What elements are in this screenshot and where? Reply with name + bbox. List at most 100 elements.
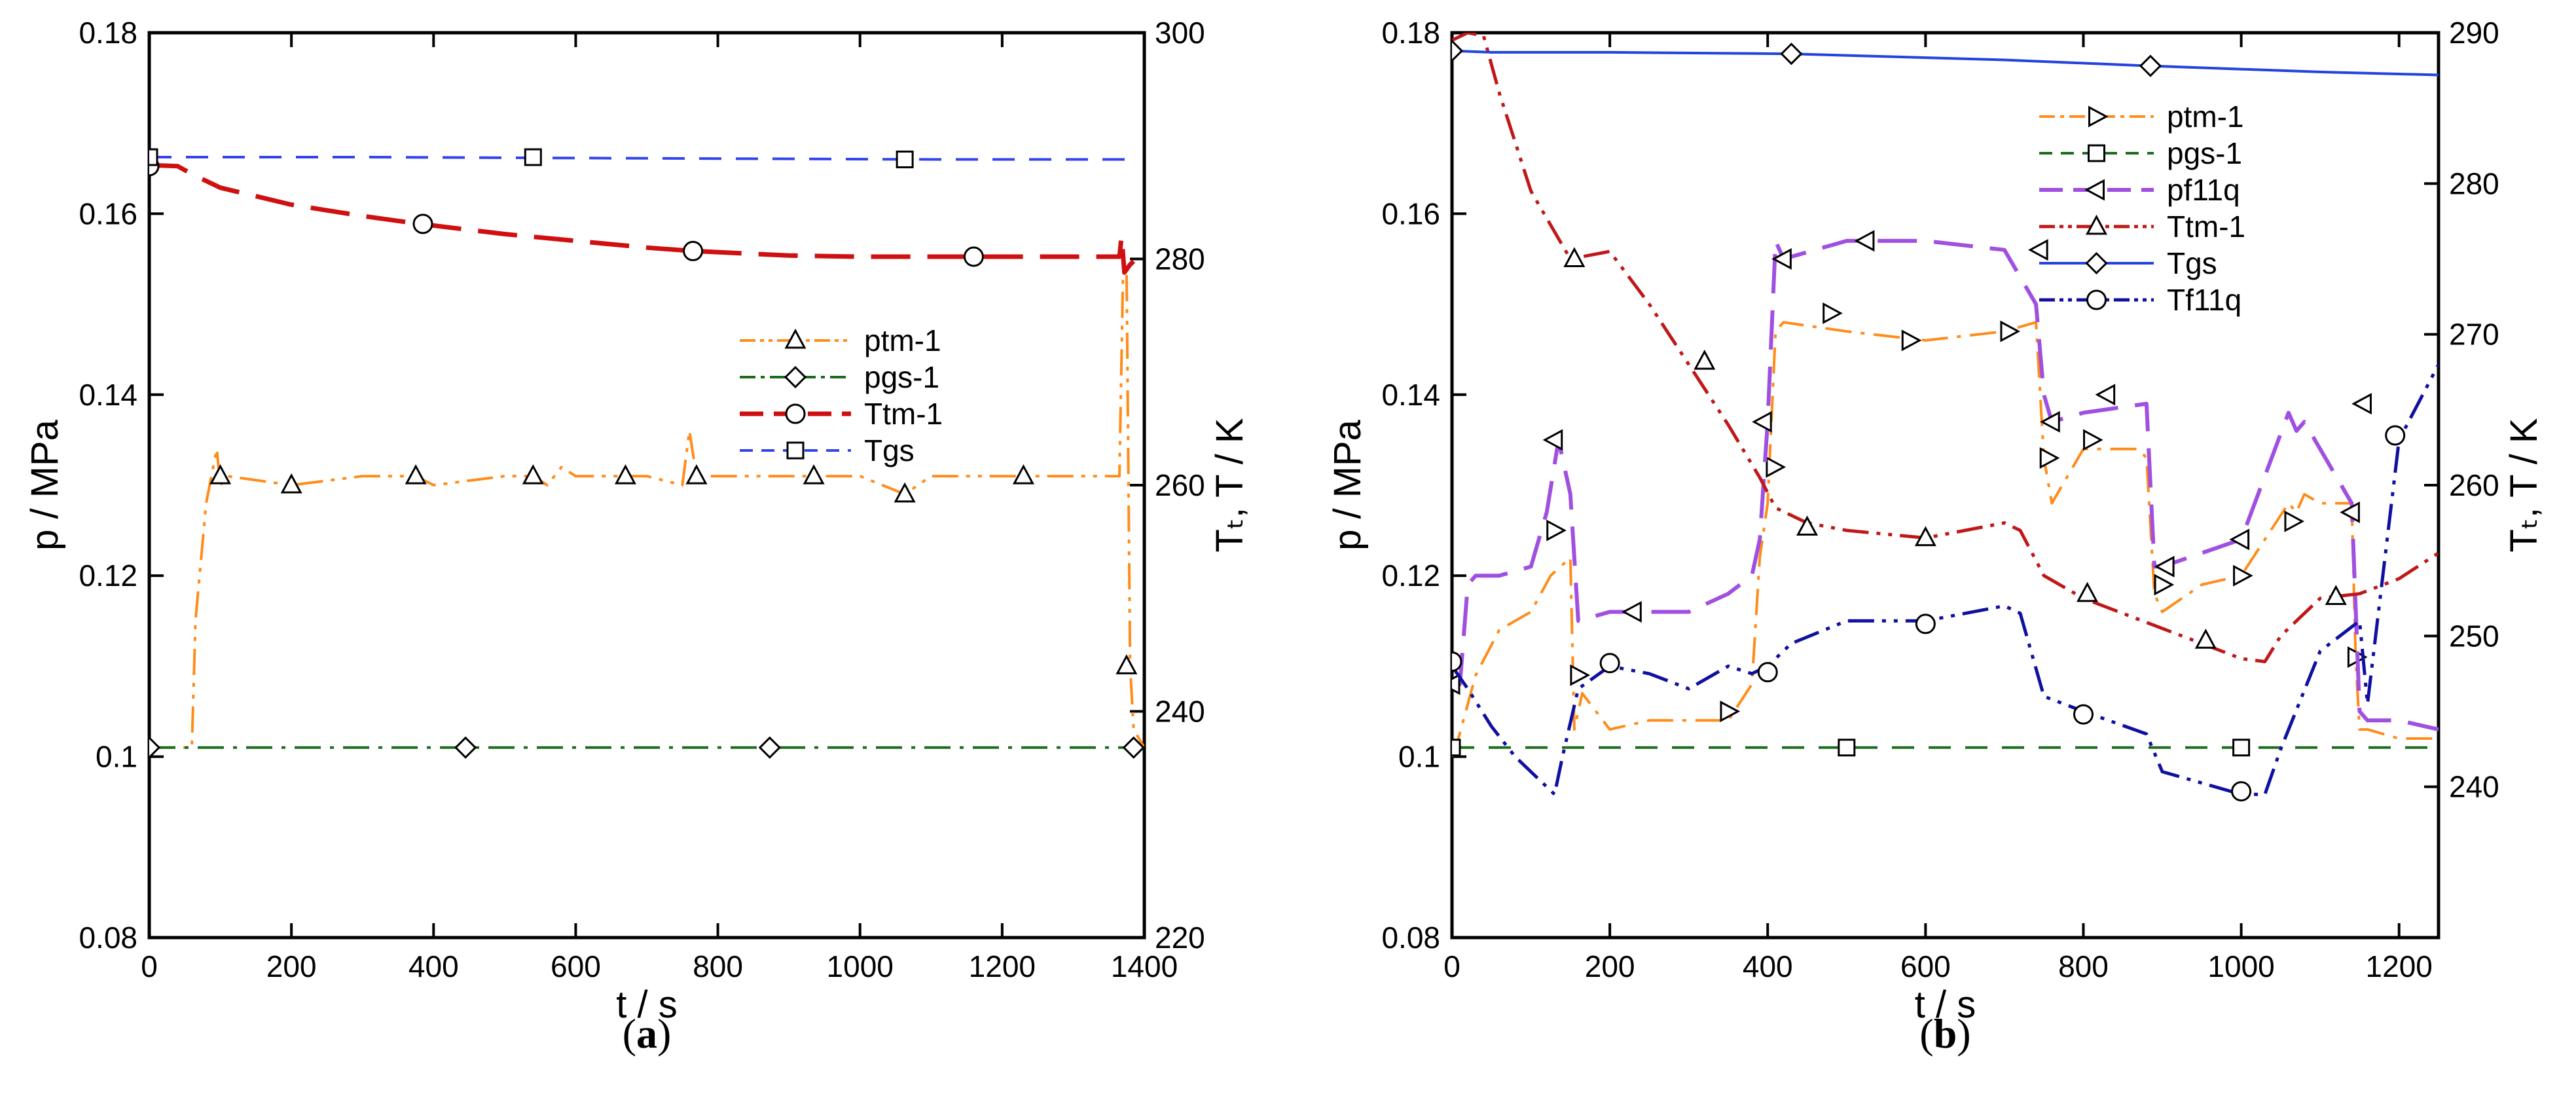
legend-label-Tgs: Tgs bbox=[2167, 246, 2217, 280]
series-marker-pf11q bbox=[1622, 600, 1642, 623]
series-marker-ptm-1 bbox=[405, 464, 427, 485]
y-right-tick-label: 280 bbox=[2449, 166, 2499, 200]
x-tick-label: 1200 bbox=[969, 949, 1036, 983]
y-left-tick-label: 0.18 bbox=[79, 16, 137, 50]
series-marker-pf11q bbox=[1452, 673, 1460, 695]
y-left-tick-label: 0.16 bbox=[79, 196, 137, 230]
series-marker-Ttm-1 bbox=[412, 213, 433, 234]
series-Tgs bbox=[149, 148, 1134, 168]
legend-marker-pgs-1 bbox=[2088, 144, 2105, 162]
series-line-ptm-1 bbox=[149, 266, 1144, 749]
panel-label: (b) bbox=[1919, 1010, 1970, 1057]
legend-label-pgs-1: pgs-1 bbox=[864, 360, 939, 394]
series-marker-pf11q bbox=[2154, 555, 2175, 577]
series-marker-Tgs bbox=[896, 150, 914, 168]
legend-marker-pgs-1 bbox=[784, 365, 807, 389]
series-marker-ptm-1 bbox=[1901, 329, 1922, 352]
series-marker-Tf11q bbox=[2385, 425, 2406, 446]
series-marker-ptm-1 bbox=[803, 464, 825, 485]
chart-panel-a: 0 200 400 600 800 1000 1200 1400 0.08 0.1 0.12 0.14… bbox=[24, 16, 1251, 1057]
series-Ttm-1 bbox=[149, 156, 1136, 275]
series-marker-ptm-1 bbox=[2154, 574, 2175, 596]
x-tick-label: 1000 bbox=[827, 949, 894, 983]
y-right-tick-label: 280 bbox=[1155, 242, 1205, 276]
y-right-tick-label: 300 bbox=[1155, 16, 1205, 50]
series-Tf11q bbox=[1452, 363, 2439, 802]
series-marker-ptm-1 bbox=[2284, 510, 2305, 532]
series-marker-Ttm-1 bbox=[963, 246, 984, 267]
series-marker-pf11q bbox=[2095, 384, 2116, 406]
y-right-tick-label: 240 bbox=[2449, 770, 2499, 804]
series-marker-pgs-1 bbox=[454, 736, 477, 759]
series-marker-Tgs bbox=[1780, 43, 1803, 65]
series-marker-Tf11q bbox=[2073, 704, 2094, 725]
x-tick-label: 0 bbox=[1443, 949, 1460, 983]
series-marker-pgs-1 bbox=[149, 736, 161, 759]
y-right-tick-label: 260 bbox=[1155, 468, 1205, 502]
series-marker-pf11q bbox=[2351, 393, 2372, 415]
series-marker-ptm-1 bbox=[522, 464, 544, 485]
legend-marker-Tf11q bbox=[2086, 289, 2107, 310]
series-marker-Ttm-1 bbox=[2076, 581, 2099, 602]
series-marker-Tgs bbox=[2139, 54, 2162, 77]
x-tick-label: 0 bbox=[141, 949, 158, 983]
series-marker-ptm-1 bbox=[614, 464, 636, 485]
series-marker-Ttm-1 bbox=[2325, 585, 2347, 605]
x-tick-label: 1400 bbox=[1111, 949, 1178, 983]
panel-letter: a bbox=[636, 1010, 657, 1057]
y-left-tick-label: 0.12 bbox=[79, 558, 137, 593]
panel-letter: b bbox=[1934, 1010, 1957, 1057]
x-tick-label: 200 bbox=[1585, 949, 1635, 983]
series-ptm-1 bbox=[149, 266, 1144, 749]
y-right-tick-label: 220 bbox=[1155, 921, 1205, 955]
y-right-tick-label: 250 bbox=[2449, 619, 2499, 653]
series-pf11q bbox=[1452, 230, 2439, 732]
y-right-tick-label: 270 bbox=[2449, 318, 2499, 352]
series-marker-Tgs bbox=[1452, 39, 1464, 62]
series-marker-Ttm-1 bbox=[1914, 526, 1936, 547]
legend-marker-Tgs bbox=[786, 441, 805, 460]
chart-panel-b: 0 200 400 600 800 1000 1200 0.08 0.1 0.12 0.14 0.16… bbox=[1326, 16, 2545, 1057]
series-marker-Tf11q bbox=[1915, 613, 1936, 634]
series-line-Ttm-1 bbox=[149, 162, 1136, 275]
plot-frame bbox=[1450, 31, 2440, 940]
legend-label-Ttm-1: Ttm-1 bbox=[864, 397, 943, 431]
series-marker-Tf11q bbox=[1452, 651, 1462, 672]
series-marker-ptm-1 bbox=[280, 473, 302, 494]
panel-paren-open: ( bbox=[623, 1010, 636, 1057]
x-tick-label: 400 bbox=[1743, 949, 1793, 983]
series-marker-ptm-1 bbox=[1720, 700, 1741, 723]
y-left-tick-label: 0.14 bbox=[1381, 378, 1440, 412]
series-line-Tf11q bbox=[1452, 363, 2439, 796]
x-tick-label: 200 bbox=[266, 949, 317, 983]
series-marker-Ttm-1 bbox=[1796, 515, 1819, 536]
series-marker-pgs-1 bbox=[1838, 739, 1856, 757]
x-tick-label: 600 bbox=[1900, 949, 1951, 983]
y-right-axis-title: Tₜ, T / K bbox=[2503, 418, 2545, 552]
x-tick-label: 800 bbox=[2058, 949, 2109, 983]
series-marker-pf11q bbox=[1542, 429, 1563, 451]
series-marker-Ttm-1 bbox=[2194, 629, 2217, 649]
series-marker-pf11q bbox=[1752, 411, 1772, 433]
series-marker-ptm-1 bbox=[1823, 302, 1843, 324]
series-marker-ptm-1 bbox=[1116, 654, 1138, 674]
series-marker-pf11q bbox=[2028, 239, 2048, 261]
series-marker-pf11q bbox=[2040, 411, 2060, 433]
legend-label-pgs-1: pgs-1 bbox=[2167, 136, 2242, 170]
legend-marker-Ttm-1 bbox=[2085, 214, 2108, 235]
series-marker-pgs-1 bbox=[1122, 736, 1144, 759]
y-left-tick-label: 0.12 bbox=[1381, 558, 1440, 593]
panel-paren-close: ) bbox=[1957, 1010, 1970, 1057]
x-tick-label: 1200 bbox=[2366, 949, 2433, 983]
series-marker-pf11q bbox=[1771, 247, 1792, 270]
series-marker-ptm-1 bbox=[1570, 664, 1591, 686]
x-tick-label: 600 bbox=[551, 949, 601, 983]
y-left-axis-title: p / MPa bbox=[1326, 419, 1369, 551]
x-tick-label: 1000 bbox=[2207, 949, 2274, 983]
series-marker-Tgs bbox=[524, 148, 542, 166]
series-marker-pgs-1 bbox=[758, 736, 781, 759]
panel-label: (a) bbox=[623, 1010, 672, 1057]
series-marker-ptm-1 bbox=[2039, 447, 2060, 469]
series-marker-ptm-1 bbox=[894, 482, 916, 503]
